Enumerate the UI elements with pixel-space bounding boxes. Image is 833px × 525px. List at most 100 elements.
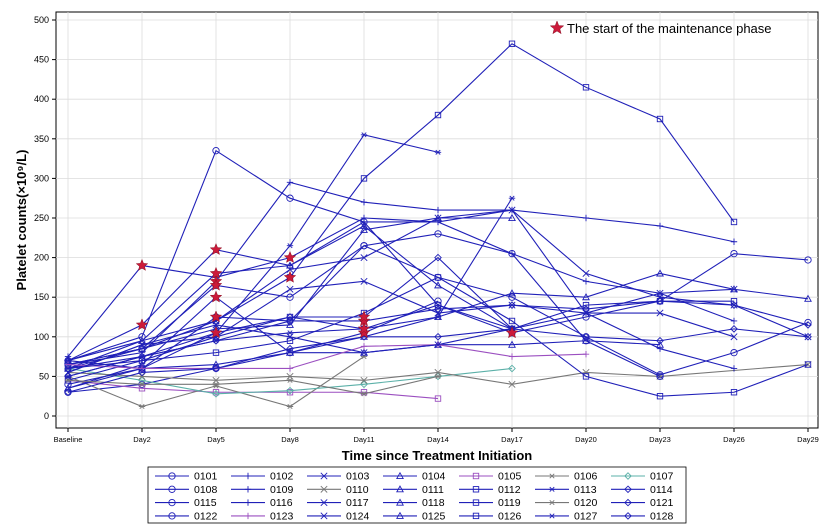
maintenance-star <box>357 310 371 323</box>
data-point-0120 <box>286 377 294 383</box>
x-tick-label: Day17 <box>501 435 523 444</box>
legend-label: 0120 <box>574 497 598 509</box>
data-point-0115 <box>730 348 738 357</box>
legend-item-0110: 0110 <box>307 484 369 496</box>
stars-layer <box>135 242 519 339</box>
data-point-0104 <box>360 225 368 233</box>
series-line-0125 <box>67 225 513 362</box>
legend-label: 0122 <box>194 510 218 522</box>
legend-item-0106: 0106 <box>535 471 598 483</box>
data-point-0127 <box>286 330 294 336</box>
y-tick-label: 250 <box>34 213 49 223</box>
data-point-0108 <box>212 147 220 155</box>
data-point-0119 <box>508 317 516 325</box>
y-tick-label: 400 <box>34 94 49 104</box>
series-line-0109 <box>67 209 735 357</box>
legend-item-0104: 0104 <box>383 471 446 483</box>
data-point-0103 <box>360 254 368 262</box>
data-point-0116 <box>434 206 442 214</box>
annotation-star-icon <box>549 20 565 35</box>
data-point-0105 <box>360 389 368 396</box>
data-point-0107 <box>286 386 294 395</box>
data-point-0128 <box>286 344 294 353</box>
x-tick-label: Day5 <box>207 435 225 444</box>
legend-marker <box>548 486 556 492</box>
legend-label: 0118 <box>422 497 445 509</box>
data-point-0126 <box>582 301 590 309</box>
legend-marker <box>472 486 480 493</box>
legend-item-0102: 0102 <box>231 471 294 483</box>
legend-marker <box>244 472 252 480</box>
data-point-0120 <box>360 391 368 397</box>
data-point-0108 <box>138 333 146 341</box>
legend-marker <box>548 513 556 519</box>
data-point-0110 <box>360 376 368 384</box>
data-point-0127 <box>212 338 220 344</box>
data-point-0125 <box>64 356 72 364</box>
data-point-0124 <box>730 285 738 293</box>
legend-marker <box>624 485 632 494</box>
data-point-0120 <box>434 373 442 379</box>
series-line-0113 <box>67 134 439 370</box>
data-point-0113 <box>434 149 442 155</box>
legend-item-0114: 0114 <box>611 484 673 496</box>
legend-label: 0116 <box>270 497 293 509</box>
legend-item-0113: 0113 <box>535 484 597 496</box>
data-point-0127 <box>138 354 146 360</box>
legend-marker <box>168 485 176 493</box>
legend-item-0116: 0116 <box>231 497 293 509</box>
legend-marker <box>396 471 404 480</box>
legend-item-0108: 0108 <box>155 484 218 496</box>
legend-marker <box>472 499 480 506</box>
data-point-0103 <box>582 269 590 277</box>
legend-item-0122: 0122 <box>155 510 218 522</box>
legend-item-0109: 0109 <box>231 484 294 496</box>
data-point-0125 <box>434 281 442 289</box>
x-tick-label: Day20 <box>575 435 597 444</box>
data-point-0109 <box>434 218 442 226</box>
legend-marker <box>168 512 176 520</box>
legend-label: 0104 <box>422 471 446 483</box>
data-point-0121 <box>286 313 294 321</box>
maintenance-star <box>357 326 371 339</box>
y-axis-title: Platelet counts(×10⁹/L) <box>14 150 29 291</box>
data-point-0128 <box>64 388 72 397</box>
data-point-0107 <box>508 364 516 373</box>
data-point-0116 <box>286 179 294 186</box>
data-point-0119 <box>656 393 664 400</box>
data-point-0123 <box>286 365 294 372</box>
legend-marker <box>396 498 404 506</box>
maintenance-star <box>209 266 223 279</box>
data-point-0105 <box>212 389 220 396</box>
legend-marker <box>244 499 252 506</box>
data-point-0105 <box>286 389 294 396</box>
data-point-0116 <box>360 198 368 206</box>
legend-item-0123: 0123 <box>231 510 294 522</box>
data-point-0107 <box>434 372 442 381</box>
data-point-0116 <box>138 349 146 356</box>
legend-item-0126: 0126 <box>459 510 522 522</box>
legend-item-0119: 0119 <box>459 497 521 509</box>
legend-label: 0112 <box>498 484 521 496</box>
legend-item-0105: 0105 <box>459 471 522 483</box>
series-line-0122 <box>67 233 661 377</box>
legend-marker <box>168 498 176 507</box>
series-0122 <box>64 230 664 381</box>
legend-item-0127: 0127 <box>535 510 598 522</box>
data-point-0124 <box>582 309 590 317</box>
data-point-0109 <box>360 214 368 222</box>
maintenance-star <box>135 318 149 331</box>
data-point-0126 <box>730 297 738 305</box>
data-point-0112 <box>730 218 738 226</box>
data-point-0114 <box>656 297 664 305</box>
data-point-0118 <box>656 340 664 348</box>
legend-marker <box>624 472 632 480</box>
data-point-0122 <box>582 337 590 345</box>
data-point-0104 <box>286 320 294 328</box>
data-point-0109 <box>730 238 738 245</box>
data-point-0117 <box>508 301 516 309</box>
y-tick-label: 100 <box>34 332 49 342</box>
legend-marker <box>244 486 252 493</box>
data-point-0119 <box>582 373 590 380</box>
